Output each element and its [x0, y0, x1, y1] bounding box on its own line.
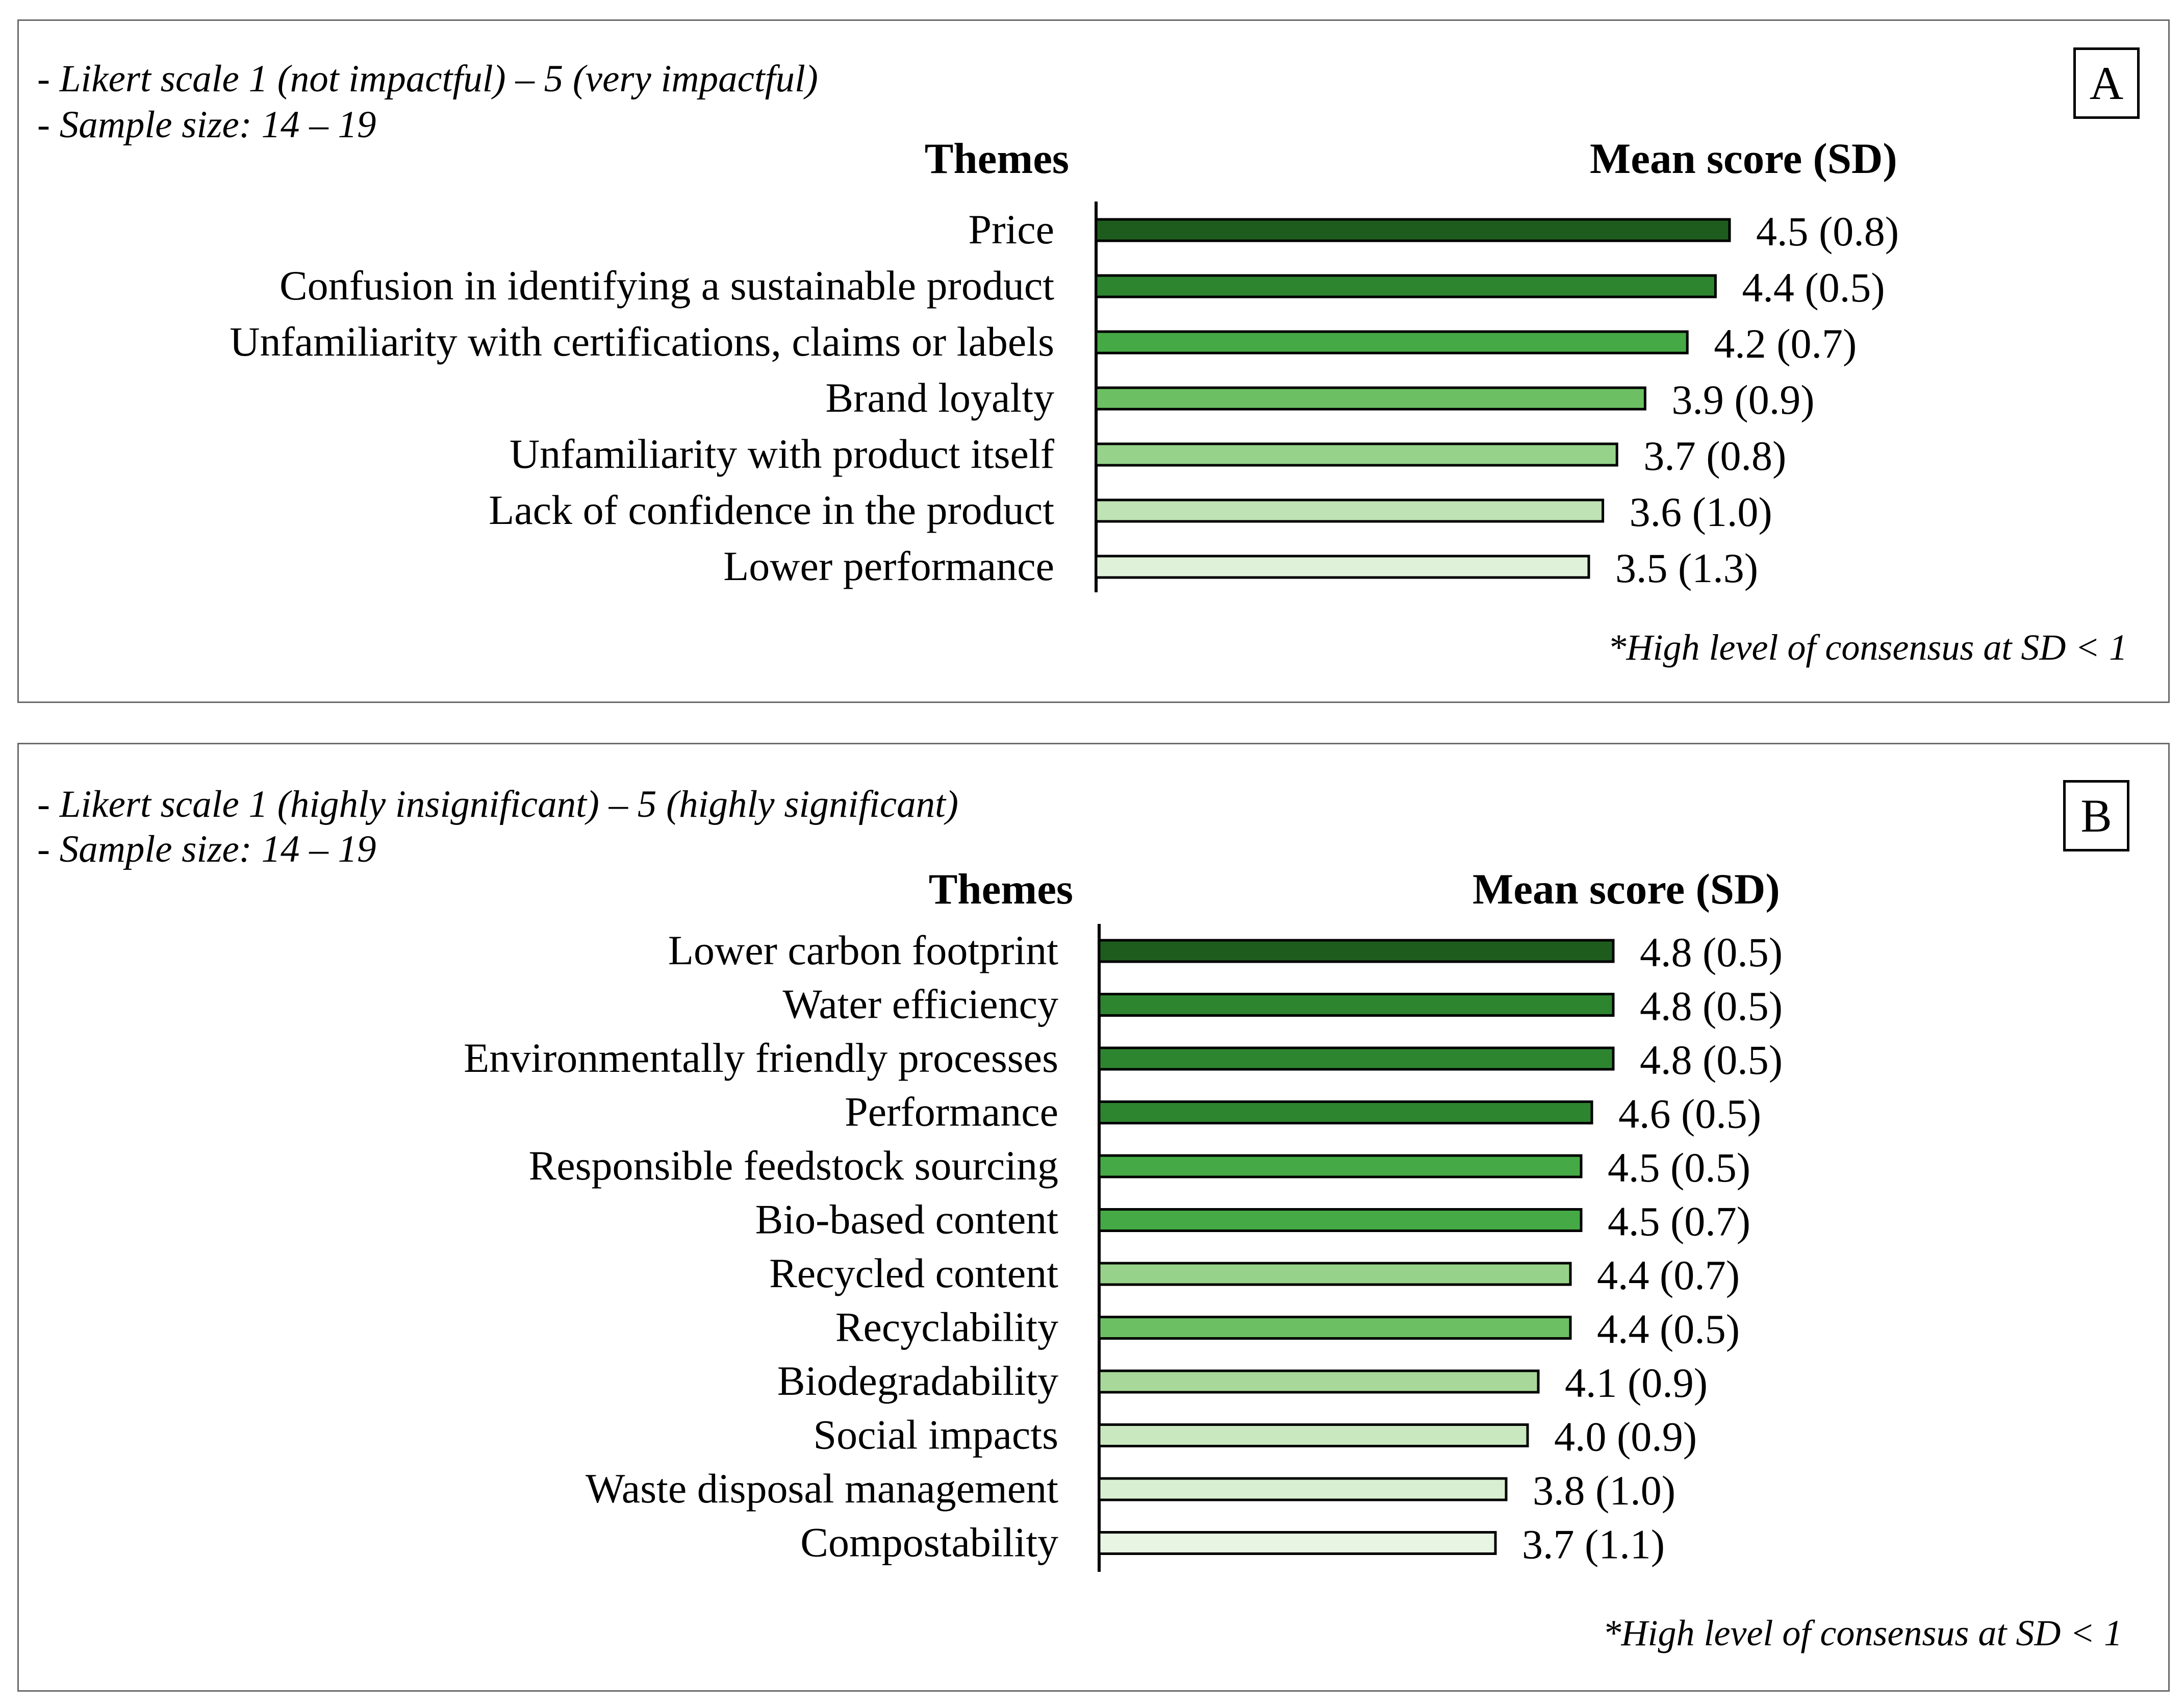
- bar: [1098, 1100, 1593, 1124]
- category-label: Social impacts: [813, 1412, 1058, 1458]
- category-label: Compostability: [800, 1519, 1058, 1566]
- themes-header: Themes: [924, 135, 1069, 183]
- consensus-footnote: *High level of consensus at SD < 1: [1603, 1613, 2122, 1653]
- bar: [1098, 1154, 1583, 1178]
- panel-label: A: [2073, 47, 2140, 119]
- panel-a: - Likert scale 1 (not impactful) – 5 (ve…: [17, 19, 2170, 703]
- bar-chart-a: Price 4.5 (0.8) Confusion in identifying a…: [230, 202, 1899, 592]
- category-label: Lack of confidence in the product: [489, 487, 1054, 533]
- bar: [1095, 218, 1731, 242]
- bar: [1095, 555, 1590, 579]
- data-label: 4.4 (0.5): [1597, 1306, 1740, 1352]
- category-label: Confusion in identifying a sustainable p…: [280, 262, 1054, 309]
- bar: [1098, 1369, 1540, 1394]
- category-label: Environmentally friendly processes: [464, 1035, 1058, 1081]
- category-label: Bio-based content: [755, 1196, 1059, 1243]
- data-label: 3.6 (1.0): [1630, 489, 1772, 535]
- data-label: 4.4 (0.5): [1742, 264, 1885, 311]
- category-label: Price: [969, 206, 1054, 253]
- consensus-footnote: *High level of consensus at SD < 1: [1608, 627, 2127, 668]
- bar: [1095, 330, 1689, 355]
- category-label: Recycled content: [769, 1250, 1058, 1296]
- sample-size-note: - Sample size: 14 – 19: [37, 104, 376, 146]
- mean-score-header: Mean score (SD): [1590, 135, 1897, 183]
- data-label: 4.2 (0.7): [1714, 320, 1857, 367]
- data-label: 3.7 (0.8): [1643, 433, 1786, 479]
- likert-scale-note: - Likert scale 1 (highly insignificant) …: [37, 783, 958, 825]
- category-label: Unfamiliarity with product itself: [510, 431, 1055, 477]
- bar: [1098, 1316, 1572, 1340]
- bar: [1098, 1423, 1529, 1447]
- data-label: 4.4 (0.7): [1597, 1252, 1740, 1298]
- bar: [1098, 1046, 1615, 1071]
- data-label: 4.1 (0.9): [1565, 1360, 1708, 1406]
- data-label: 3.5 (1.3): [1615, 545, 1758, 591]
- data-label: 3.8 (1.0): [1533, 1467, 1675, 1514]
- likert-scale-note: - Likert scale 1 (not impactful) – 5 (ve…: [37, 58, 818, 100]
- category-label: Recyclability: [835, 1304, 1058, 1350]
- bar: [1098, 1262, 1572, 1286]
- bar: [1095, 498, 1605, 523]
- data-label: 4.6 (0.5): [1618, 1091, 1761, 1137]
- themes-header: Themes: [928, 865, 1073, 913]
- data-label: 4.8 (0.5): [1640, 929, 1783, 975]
- category-label: Brand loyalty: [825, 374, 1054, 421]
- data-label: 4.8 (0.5): [1640, 983, 1783, 1030]
- category-label: Responsible feedstock sourcing: [529, 1142, 1058, 1189]
- category-label: Waste disposal management: [586, 1465, 1058, 1512]
- category-label: Biodegradability: [777, 1358, 1058, 1404]
- data-label: 4.8 (0.5): [1640, 1037, 1783, 1083]
- bar: [1098, 1531, 1497, 1555]
- bar: [1098, 993, 1615, 1017]
- bar-chart-b: Lower carbon footprint 4.8 (0.5) Water eff…: [464, 924, 1783, 1572]
- panel-b: - Likert scale 1 (highly insignificant) …: [17, 743, 2170, 1692]
- bar: [1095, 274, 1717, 298]
- category-label: Unfamiliarity with certifications, claim…: [230, 318, 1054, 365]
- bar: [1098, 1477, 1508, 1501]
- data-label: 4.5 (0.5): [1608, 1144, 1750, 1191]
- data-label: 3.7 (1.1): [1522, 1521, 1665, 1568]
- sample-size-note: - Sample size: 14 – 19: [37, 828, 376, 870]
- bar: [1098, 1208, 1583, 1232]
- data-label: 3.9 (0.9): [1671, 377, 1814, 423]
- bar: [1098, 939, 1615, 963]
- category-label: Performance: [845, 1089, 1058, 1135]
- panel-label: B: [2063, 780, 2129, 851]
- mean-score-header: Mean score (SD): [1472, 865, 1780, 913]
- category-label: Lower performance: [723, 543, 1054, 589]
- data-label: 4.5 (0.7): [1608, 1198, 1750, 1245]
- category-label: Lower carbon footprint: [668, 927, 1058, 973]
- data-label: 4.0 (0.9): [1554, 1414, 1697, 1460]
- bar: [1095, 442, 1618, 467]
- category-label: Water efficiency: [783, 981, 1059, 1027]
- data-label: 4.5 (0.8): [1756, 208, 1899, 255]
- bar: [1095, 386, 1646, 411]
